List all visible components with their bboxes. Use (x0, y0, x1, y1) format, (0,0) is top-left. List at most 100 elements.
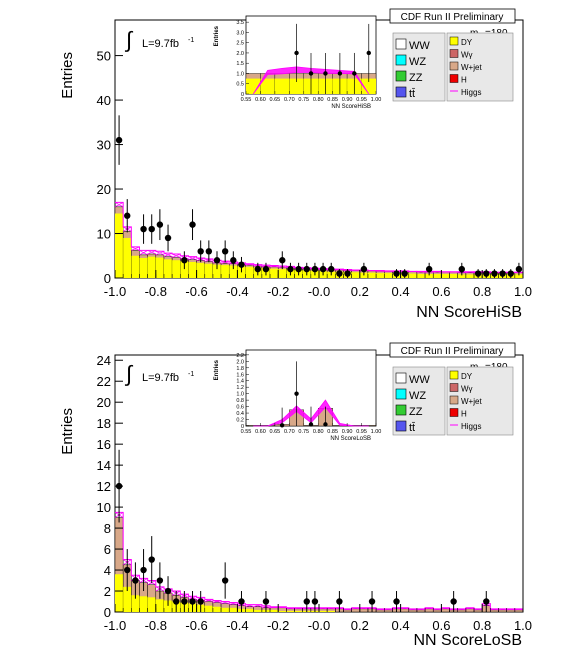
bar-dy (155, 599, 164, 612)
inset-data-point (279, 423, 285, 428)
bar-dy (139, 596, 148, 612)
legend-swatch (449, 408, 459, 417)
inset-dy-bar (361, 78, 376, 94)
legend-swatch (395, 404, 407, 416)
data-point (156, 577, 164, 584)
data-point (124, 566, 131, 574)
bar-dy (425, 273, 434, 278)
legend-label: WZ (409, 390, 426, 402)
data-point (491, 270, 498, 277)
bar-dy (123, 237, 132, 278)
data-point (181, 598, 188, 605)
legend-swatch (395, 372, 407, 384)
data-point (205, 248, 213, 255)
bar-background (375, 609, 385, 613)
y-tick-label: 40 (97, 93, 111, 108)
bar-dy (212, 264, 222, 278)
bar-dy (180, 261, 189, 278)
data-point (515, 265, 523, 273)
y-tick-label: 2 (104, 584, 111, 599)
y-tick-label: 8 (104, 521, 111, 536)
bar-dy (115, 213, 124, 278)
bar-dy (319, 610, 328, 612)
bar-dy (221, 607, 230, 612)
legend-label: DY (461, 372, 473, 381)
bar-dy (115, 574, 124, 612)
bar-background (343, 609, 352, 613)
inset-x-tick-label: 0.60 (255, 97, 266, 103)
data-point (336, 270, 343, 277)
banner-text: CDF Run II Preliminary (401, 346, 504, 357)
inset-y-tick-label: 2.5 (236, 41, 244, 47)
inset-x-tick-label: 0.60 (255, 429, 266, 435)
bar-background (408, 609, 418, 613)
legend-swatch (395, 70, 407, 82)
data-point (181, 257, 188, 264)
inset-y-tick-label: 1.0 (236, 71, 244, 77)
x-axis-label: NN ScoreHiSB (416, 304, 522, 321)
data-point (254, 265, 261, 273)
y-tick-label: 18 (97, 416, 111, 431)
legend-label: WW (409, 374, 430, 386)
bar-dy (457, 274, 466, 278)
inset-x-tick-label: 1.00 (371, 429, 382, 435)
lumi-text: L=9.7fb (142, 372, 179, 384)
data-point (360, 265, 368, 273)
inset-y-tick-label: 2.0 (236, 51, 244, 57)
x-tick-label: -0.0 (308, 618, 330, 633)
y-tick-label: 10 (97, 227, 111, 242)
bar-dy (514, 274, 523, 278)
inset-y-tick-label: 2.0 (236, 359, 244, 365)
bar-dy (367, 272, 377, 278)
inset-y-tick-label: 0 (241, 92, 244, 98)
bar-dy (131, 595, 140, 612)
bar-dy (147, 597, 156, 612)
data-point (311, 265, 319, 273)
bar-background (416, 609, 426, 613)
legend-label: Wγ (461, 51, 473, 60)
banner: CDF Run II Preliminary (389, 8, 516, 24)
x-tick-label: 0.8 (473, 618, 491, 633)
legend-swatch (449, 61, 459, 71)
inset-y-axis-label: Entries (214, 359, 220, 380)
bar-dy (163, 600, 173, 612)
integral-sign: ∫ (124, 27, 134, 52)
data-point (173, 598, 180, 605)
lumi-text: L=9.7fb (142, 38, 179, 50)
bar-dy (253, 609, 262, 612)
inset-x-tick-label: 0.70 (284, 429, 295, 435)
bar-dy (229, 607, 238, 612)
legend: WW WZ ZZ tt̄ DY Wγ W+jet H Higgs (392, 366, 514, 436)
inset-x-tick-label: 0.55 (241, 429, 252, 435)
legend-label: H (461, 76, 467, 85)
data-point (328, 265, 335, 273)
bar-dy (270, 609, 279, 612)
inset-x-tick-label: 0.95 (356, 97, 367, 103)
data-point (115, 136, 123, 144)
data-point (132, 577, 139, 584)
data-point (148, 225, 155, 233)
data-point (124, 212, 131, 219)
bar-dy (465, 274, 475, 278)
data-point (213, 257, 221, 264)
data-point (262, 265, 270, 273)
inset-signal-band (252, 66, 370, 95)
inset-x-tick-label: 0.65 (270, 429, 281, 435)
inset-x-tick-label: 0.80 (313, 97, 324, 103)
x-tick-label: -0.8 (145, 618, 167, 633)
data-point (499, 270, 506, 277)
data-point (507, 270, 514, 277)
bar-dy (123, 586, 132, 612)
banner-box (389, 8, 516, 24)
legend-label: tt̄ (409, 422, 415, 434)
inset-data-point (323, 71, 328, 76)
legend-swatch (395, 54, 407, 66)
bar-dy (278, 269, 287, 278)
legend-swatch (449, 395, 459, 405)
data-point (221, 577, 229, 584)
bar-dy (163, 259, 173, 278)
x-tick-label: 1.0 (514, 284, 532, 299)
y-tick-label: 50 (97, 49, 111, 64)
bar-dy (441, 273, 450, 278)
panel-top: -1.0 -0.8 -0.6 -0.4 -0.2 -0.0 0.2 0.4 0.6 0.8 1.00… (59, 8, 532, 321)
